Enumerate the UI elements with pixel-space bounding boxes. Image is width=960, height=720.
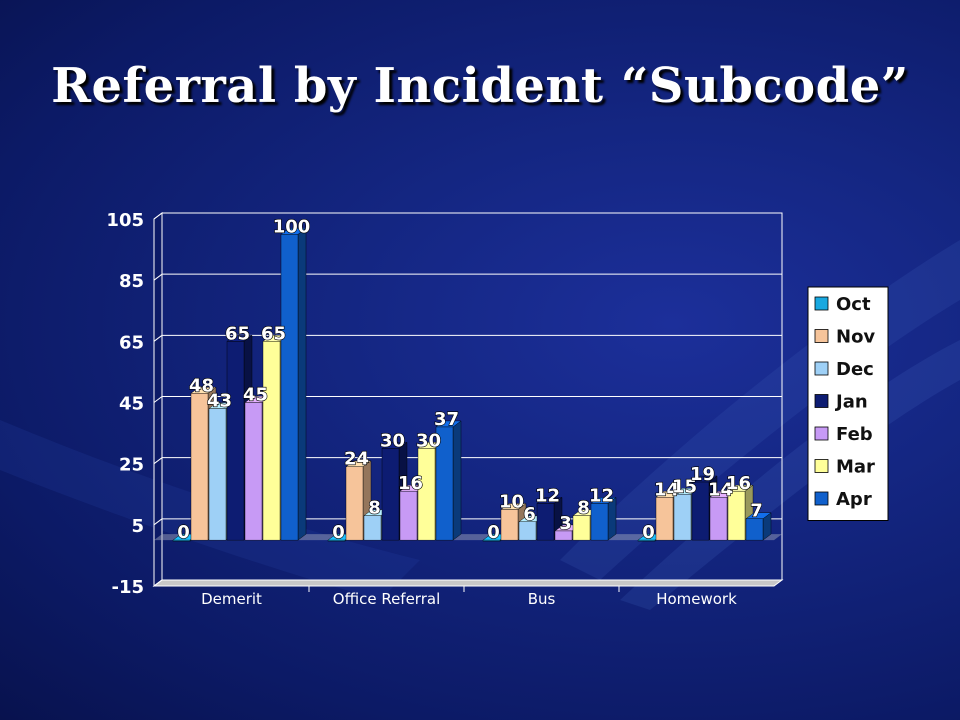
bar-front [345, 466, 364, 541]
data-label: 8 [368, 498, 381, 519]
data-label: 43 [207, 391, 232, 412]
data-label: 12 [535, 485, 560, 506]
bar-front [172, 539, 191, 542]
bar-front [280, 234, 299, 541]
bar-front [244, 402, 263, 541]
bar-front [590, 503, 609, 541]
bar-front [655, 497, 674, 541]
bar-apr [745, 512, 772, 541]
data-label: 45 [243, 385, 268, 406]
x-tick-label: Homework [656, 590, 737, 608]
data-label: 15 [672, 476, 697, 497]
legend-label-mar: Mar [836, 457, 875, 478]
legend-label-oct: Oct [836, 294, 871, 315]
bar-front [399, 490, 418, 541]
y-tick-label: -15 [111, 577, 144, 598]
bar-apr [590, 497, 617, 541]
data-label: 6 [523, 504, 536, 525]
y-tick-label: 105 [106, 210, 144, 231]
bar-front [327, 539, 346, 542]
data-label: 14 [708, 479, 733, 500]
bar-front [554, 530, 573, 541]
gridline-side [153, 518, 163, 526]
legend-swatch-oct [814, 296, 829, 311]
gridline-side [153, 579, 163, 587]
data-label: 16 [398, 473, 423, 494]
bar-front [536, 503, 555, 541]
bar-front [673, 494, 692, 541]
data-label: 14 [654, 479, 679, 500]
bar-front [518, 521, 537, 541]
plot-floor [152, 579, 784, 587]
bar-front [572, 515, 591, 541]
data-label: 16 [726, 473, 751, 494]
bar-front [381, 448, 400, 541]
bar-front [637, 539, 656, 542]
data-label: 24 [344, 449, 369, 470]
bar-front [435, 426, 454, 541]
data-label: 8 [577, 498, 590, 519]
legend-swatch-nov [814, 329, 829, 343]
y-tick-label: 85 [119, 271, 144, 292]
y-tick-label: 65 [119, 332, 144, 353]
legend-swatch-mar [814, 459, 829, 473]
bar-apr [435, 420, 462, 541]
zero-plane [154, 534, 782, 541]
gridline-side [153, 273, 163, 281]
y-tick-label: 45 [119, 394, 144, 415]
bar-front [190, 393, 209, 541]
legend-swatch-feb [814, 426, 829, 441]
bar-side [297, 227, 307, 541]
bar-front [482, 539, 501, 542]
legend-label-nov: Nov [836, 327, 875, 348]
x-tick-label: Bus [528, 590, 556, 608]
y-tick-label: 5 [131, 516, 144, 537]
bar-front [709, 497, 728, 541]
gridline-side [153, 334, 163, 342]
slide-title: Referral by Incident “Subcode” [51, 58, 909, 114]
bar-front [363, 515, 382, 541]
data-label: 48 [189, 375, 214, 396]
gridline-side [153, 396, 163, 403]
x-tick-label: Office Referral [333, 590, 440, 608]
bar-side [452, 420, 462, 541]
bar-front [417, 448, 436, 541]
legend-label-jan: Jan [834, 392, 868, 413]
bar-apr [280, 227, 307, 541]
data-label: 0 [332, 522, 345, 543]
data-label: 37 [434, 409, 459, 430]
data-label: 7 [750, 501, 763, 522]
data-label: 65 [225, 323, 250, 344]
legend-label-apr: Apr [836, 489, 872, 510]
legend-swatch-jan [814, 394, 829, 408]
bar-front [262, 341, 281, 541]
data-label: 12 [589, 485, 614, 506]
legend-label-dec: Dec [836, 359, 874, 380]
legend-swatch-dec [814, 361, 829, 376]
data-label: 0 [642, 522, 655, 543]
gridline-side [153, 457, 163, 465]
x-tick-label: Demerit [201, 590, 262, 608]
data-label: 30 [380, 430, 405, 451]
data-label: 100 [273, 216, 311, 237]
gridline-side [153, 212, 163, 220]
bar-front [226, 341, 245, 541]
data-label: 3 [559, 513, 572, 534]
bar-front [500, 509, 519, 541]
data-label: 0 [177, 522, 190, 543]
y-tick-label: 25 [119, 455, 144, 476]
legend-label-feb: Feb [836, 424, 873, 445]
data-label: 19 [690, 464, 715, 485]
bar-front [691, 481, 710, 541]
data-label: 10 [499, 492, 524, 513]
legend-swatch-apr [814, 491, 829, 506]
data-label: 65 [261, 323, 286, 344]
bar-front [727, 490, 746, 541]
data-label: 30 [416, 430, 441, 451]
bar-front [745, 518, 764, 541]
data-label: 0 [487, 522, 500, 543]
bar-front [208, 408, 227, 541]
